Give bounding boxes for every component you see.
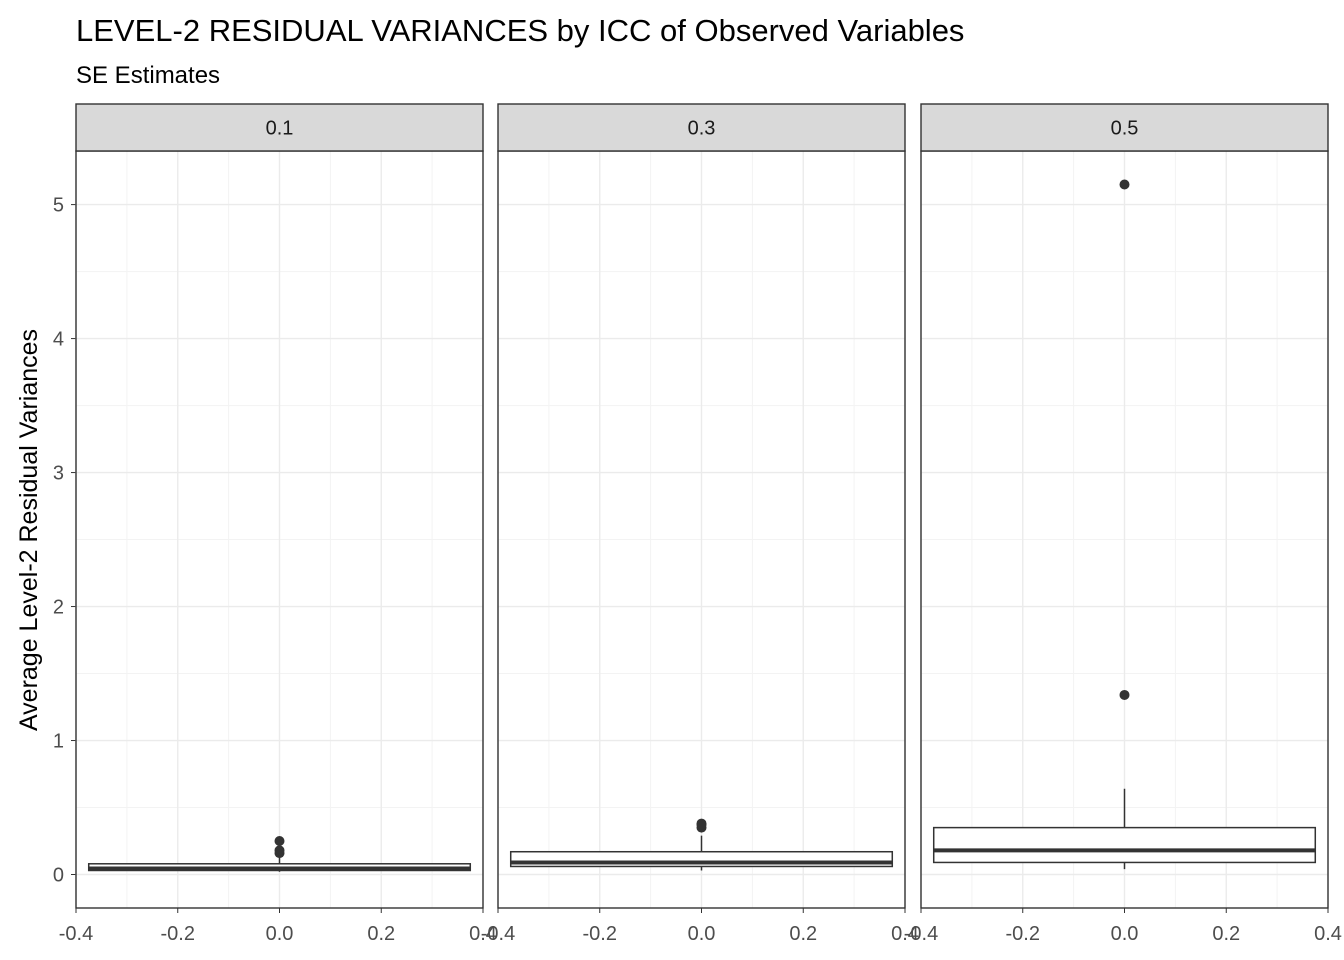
y-axis: 0 1 2 3 4 5 — [53, 195, 76, 887]
x-tick-label: -0.4 — [481, 923, 515, 945]
x-tick-label: -0.4 — [59, 923, 93, 945]
facet-panel: 0.3 -0.4 -0.2 0.0 0.2 0.4 — [481, 103, 919, 945]
chart-subtitle: SE Estimates — [76, 62, 220, 89]
outlier-point — [1119, 689, 1130, 700]
y-axis-label: Average Level-2 Residual Variances — [15, 329, 43, 731]
facet-strip — [920, 103, 1329, 152]
x-tick-label: -0.4 — [904, 923, 938, 945]
x-tick-label: -0.2 — [583, 923, 617, 945]
x-tick-label: 0.4 — [469, 923, 497, 945]
facet-panels: 0.1 -0.4 -0.2 0.0 0.2 0.4 0.3 -0.4 -0.2 0.0 0.2 0.4… — [59, 103, 1342, 945]
facet-strip-label: 0.1 — [266, 118, 294, 140]
y-tick-label: 5 — [53, 195, 64, 217]
outlier-point — [696, 818, 707, 829]
facet-panel: 0.5 -0.4 -0.2 0.0 0.2 0.4 — [904, 103, 1342, 945]
facet-strip — [75, 103, 484, 152]
x-tick-label: 0.0 — [266, 923, 294, 945]
x-tick-label: 0.2 — [1212, 923, 1240, 945]
y-tick-label: 1 — [53, 731, 64, 753]
facet-strip-label: 0.3 — [688, 118, 716, 140]
outlier-point — [274, 845, 285, 856]
x-tick-label: 0.2 — [367, 923, 395, 945]
box — [932, 826, 1317, 864]
facet-panel: 0.1 -0.4 -0.2 0.0 0.2 0.4 — [59, 103, 497, 945]
outlier-point — [274, 836, 285, 847]
y-tick-label: 0 — [53, 865, 64, 887]
x-tick-label: 0.2 — [789, 923, 817, 945]
x-tick-label: -0.2 — [1006, 923, 1040, 945]
x-tick-label: 0.4 — [1314, 923, 1342, 945]
y-tick-label: 4 — [53, 329, 64, 351]
x-tick-label: 0.0 — [1111, 923, 1139, 945]
facet-strip — [497, 103, 906, 152]
y-tick-label: 3 — [53, 463, 64, 485]
x-tick-label: 0.0 — [688, 923, 716, 945]
facet-strip-label: 0.5 — [1111, 118, 1139, 140]
outlier-point — [1119, 179, 1130, 190]
x-tick-label: 0.4 — [891, 923, 919, 945]
chart-title: LEVEL-2 RESIDUAL VARIANCES by ICC of Obs… — [76, 13, 964, 48]
y-tick-label: 2 — [53, 597, 64, 619]
x-tick-label: -0.2 — [161, 923, 195, 945]
